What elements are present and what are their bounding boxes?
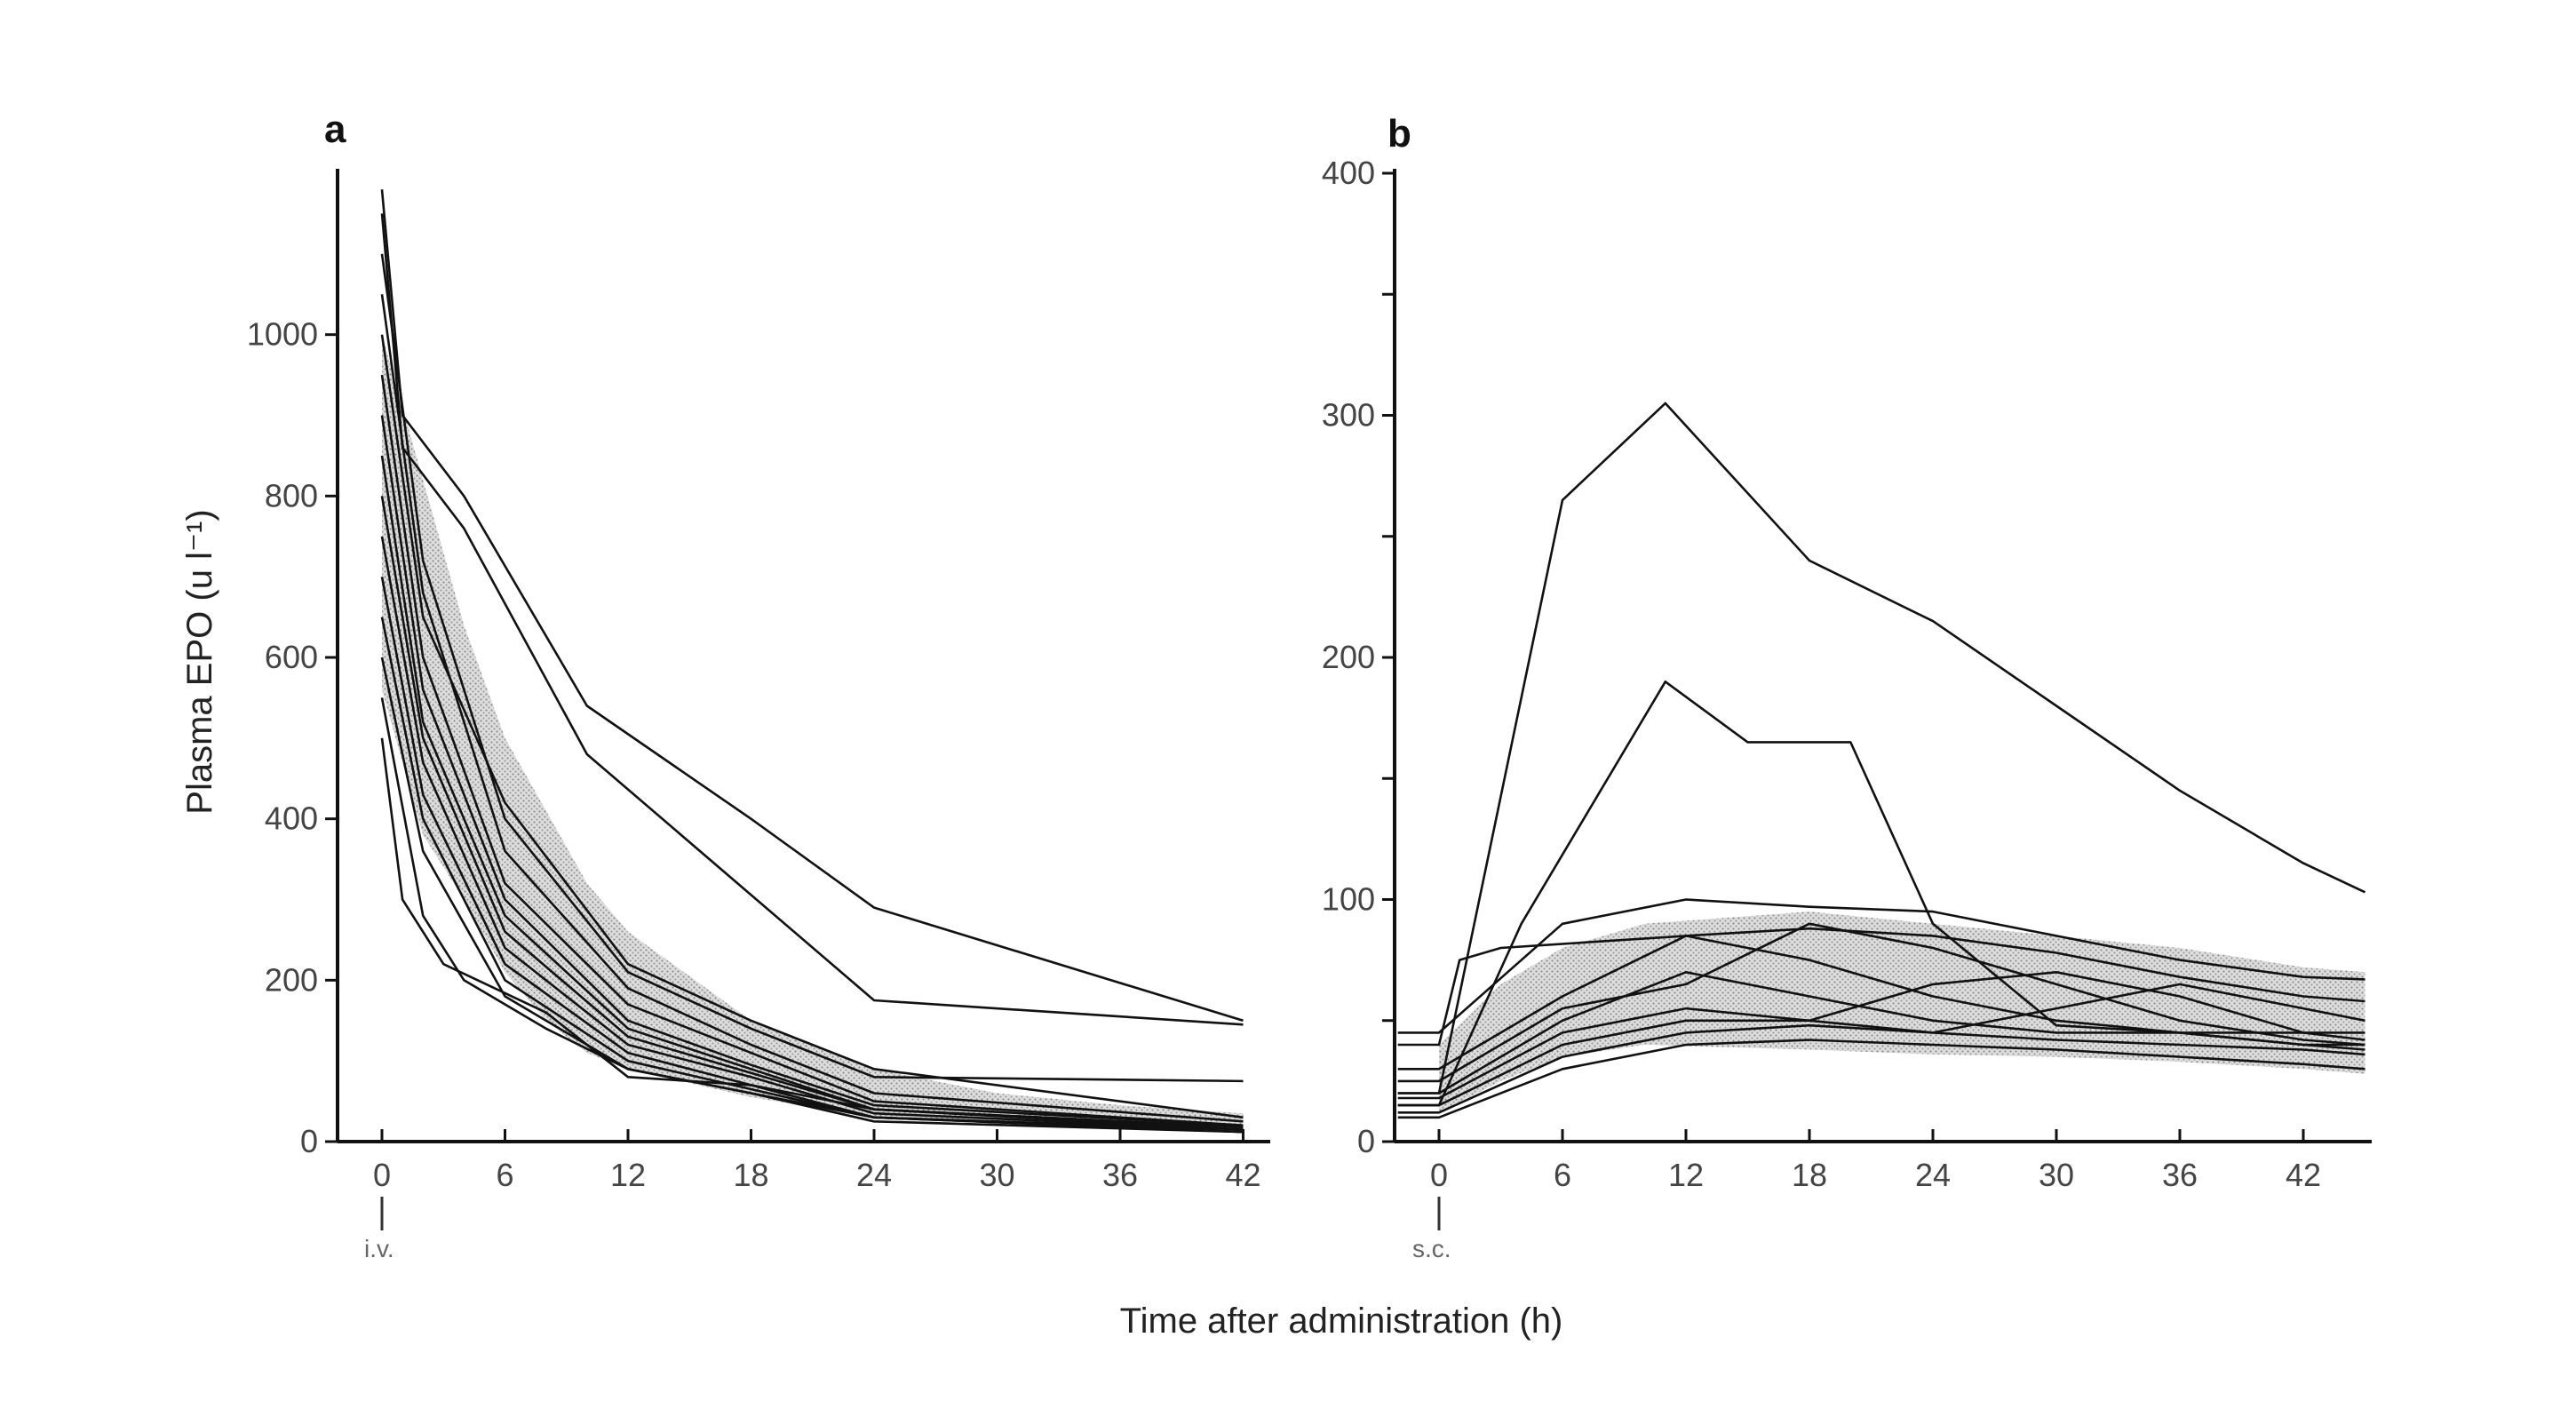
panel-b-label: b xyxy=(1387,112,1411,155)
panel-b-route-label: s.c. xyxy=(1412,1235,1451,1262)
panel-b-y-tick-label: 300 xyxy=(1322,397,1375,434)
panel-b-series-line-9 xyxy=(1397,971,2365,1107)
panel-a-x-tick-label: 30 xyxy=(979,1157,1014,1193)
panel-a-y-tick-label: 800 xyxy=(265,477,318,513)
panel-b-chart: b 0 100 200 300 400 0 6 12 18 24 30 36 42 s.c. xyxy=(1322,112,2372,1262)
panel-b-series-line-7 xyxy=(1397,971,2365,1095)
panel-a-chart: a 0 200 400 600 800 1000 0 6 12 18 24 30 36 42 i.v. xyxy=(247,107,1270,1262)
panel-a-series-line-7 xyxy=(380,415,1244,1127)
panel-b-x-tick-label: 18 xyxy=(1792,1157,1827,1193)
panel-a-y-tick-label: 1000 xyxy=(247,316,318,353)
panel-a-series-line-15 xyxy=(380,737,1244,1131)
panel-a-x-tick-label: 12 xyxy=(610,1157,646,1193)
panel-a-series-line-6 xyxy=(380,374,1244,1127)
panel-a-series-line-3 xyxy=(380,253,1244,1083)
panel-a-series-line-4 xyxy=(380,294,1244,1123)
panel-b-x-tick-label: 12 xyxy=(1668,1157,1704,1193)
y-axis-title: Plasma EPO (u l⁻¹) xyxy=(180,509,219,814)
panel-a-x-tick-label: 6 xyxy=(496,1157,513,1193)
panel-a-x-tick-label: 0 xyxy=(373,1157,391,1193)
panel-b-x-tick-label: 0 xyxy=(1430,1157,1448,1193)
panel-b-x-tick-label: 36 xyxy=(2162,1157,2198,1193)
panel-b-series-line-8 xyxy=(1397,983,2365,1100)
panel-b-series-line-6 xyxy=(1397,922,2365,1083)
panel-a-x-tick-label: 36 xyxy=(1102,1157,1138,1193)
panel-a-x-tick-label: 18 xyxy=(733,1157,768,1193)
panel-b-series-line-11 xyxy=(1397,1039,2365,1119)
panel-b-x-tick-label: 42 xyxy=(2286,1157,2321,1193)
panel-a-series-line-2 xyxy=(380,213,1244,1026)
panel-a-y-tick-label: 600 xyxy=(265,639,318,675)
panel-a-label: a xyxy=(324,107,346,151)
panel-b-y-tick-label: 200 xyxy=(1322,639,1375,675)
panel-a-y-tick-label: 400 xyxy=(265,800,318,837)
panel-b-series-line-4 xyxy=(1397,927,2365,1047)
panel-a-series-line-14 xyxy=(380,697,1244,1134)
panel-b-x-tick-label: 24 xyxy=(1915,1157,1951,1193)
panel-b-x-tick-label: 30 xyxy=(2039,1157,2074,1193)
panel-a-x-tick-label: 24 xyxy=(856,1157,892,1193)
panel-a-x-tick-label: 42 xyxy=(1225,1157,1260,1193)
panel-b-series-line-1 xyxy=(1397,402,2366,1095)
panel-a-y-tick-label: 200 xyxy=(265,961,318,998)
panel-b-series-line-5 xyxy=(1397,935,2365,1071)
panel-b-y-tick-label: 100 xyxy=(1322,881,1375,918)
panel-a-range-band xyxy=(382,334,1244,1130)
panel-b-series-line-3 xyxy=(1397,898,2365,1034)
panel-b-range-band xyxy=(1439,912,2365,1113)
panel-a-y-tick-label: 0 xyxy=(300,1123,318,1159)
panel-b-x-tick-label: 6 xyxy=(1554,1157,1571,1193)
panel-a-series-line-10 xyxy=(380,536,1244,1131)
panel-a-route-label: i.v. xyxy=(364,1235,394,1262)
panel-b-series-line-10 xyxy=(1397,1023,2365,1114)
panel-b-y-tick-label: 0 xyxy=(1357,1123,1375,1159)
x-axis-title: Time after administration (h) xyxy=(1120,1302,1563,1341)
panel-a-series-line-5 xyxy=(380,334,1244,1119)
panel-b-y-tick-label: 400 xyxy=(1322,155,1375,191)
